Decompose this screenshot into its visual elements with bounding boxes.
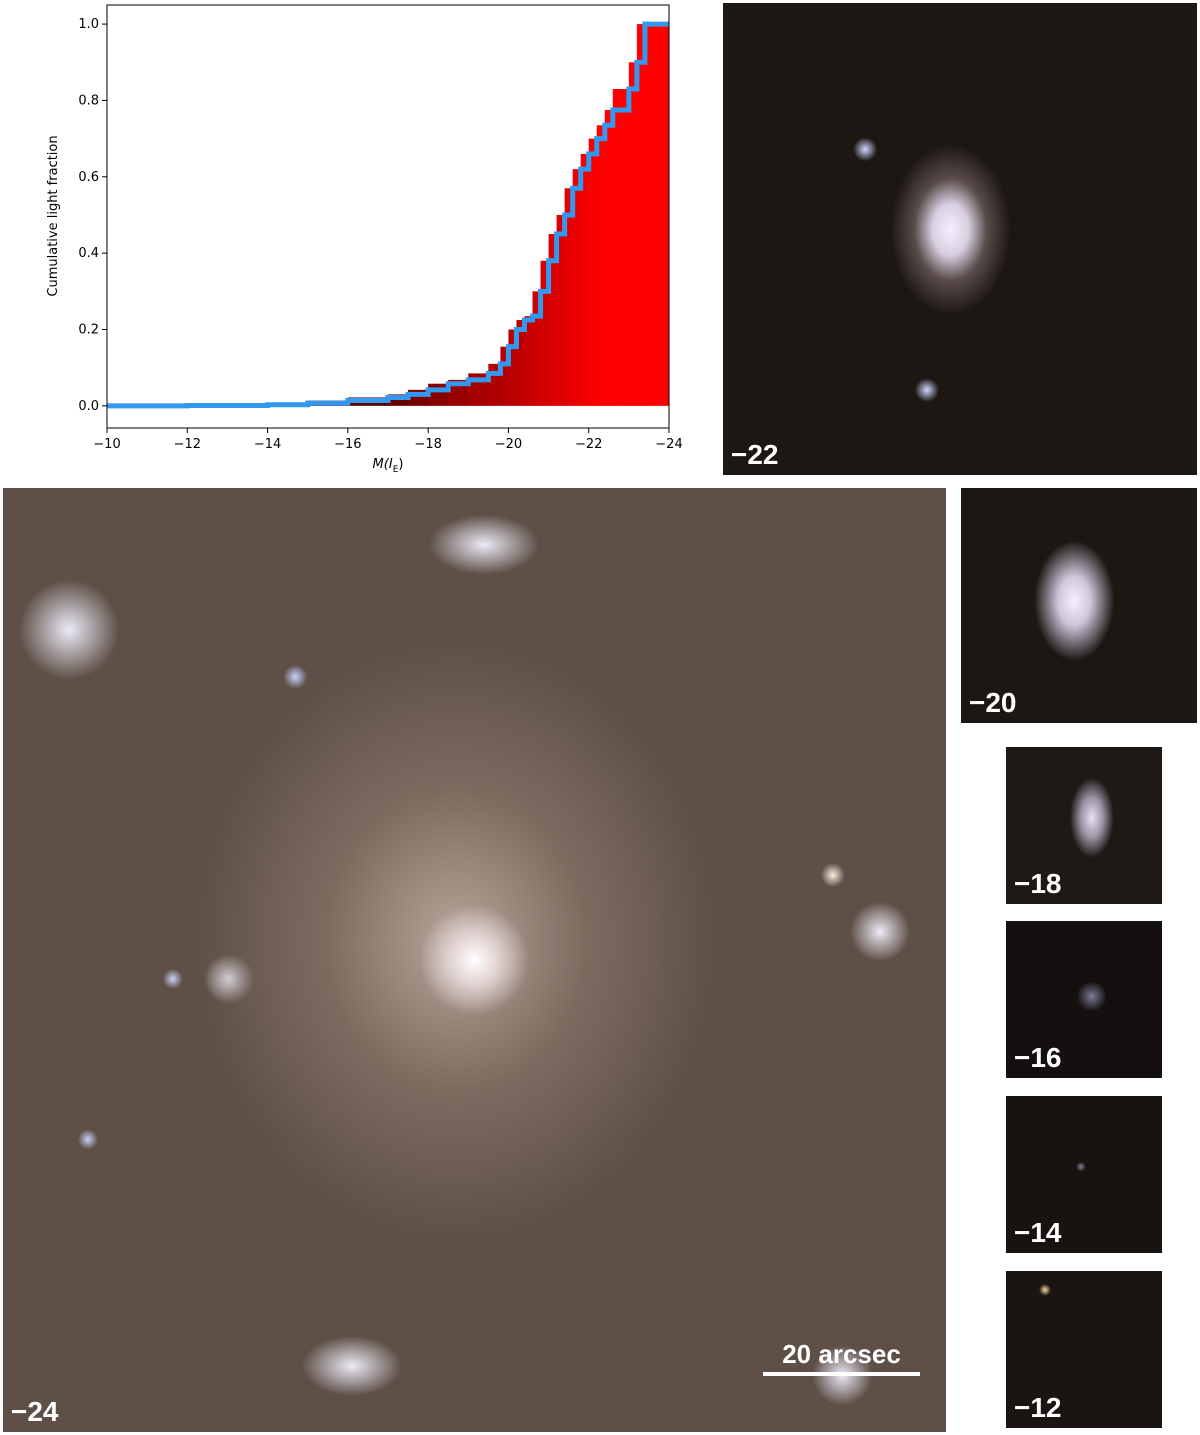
x-label-part: E (393, 465, 399, 475)
x-label-part: ) (398, 457, 403, 472)
fill-step (588, 138, 598, 406)
panel-label: −14 (1014, 1217, 1062, 1248)
x-tick-label: −18 (414, 437, 441, 452)
fill-step (564, 188, 574, 406)
y-tick-label: 0.8 (78, 93, 99, 108)
fill-step (516, 319, 525, 406)
x-label-part: I (389, 457, 393, 472)
fill-step (524, 316, 534, 406)
scale-bar-label: 20 arcsec (782, 1339, 901, 1369)
fill-step (572, 169, 582, 406)
fill-step (540, 260, 550, 406)
image-panel: −24 (3, 488, 946, 1432)
x-tick-label: −20 (495, 437, 522, 452)
fill-step (548, 234, 558, 406)
fill-step (428, 383, 449, 406)
image-panel: −16 (1006, 921, 1162, 1078)
fill-step (532, 291, 542, 406)
fill-step (508, 329, 517, 406)
panel-label: −20 (969, 687, 1017, 718)
x-tick-label: −12 (174, 437, 201, 452)
fill-step (628, 62, 638, 406)
y-tick-label: 0.6 (78, 170, 99, 185)
x-tick-label: −14 (254, 437, 281, 452)
fill-step (500, 346, 509, 406)
step-line (107, 21, 669, 409)
image-panel: −22 (723, 3, 1197, 475)
image-panel: −12 (1006, 1271, 1162, 1428)
panel-label: −12 (1014, 1392, 1062, 1423)
chart: Cumulative light fraction M(IE) 0.0 0.2 0.… (46, 4, 683, 475)
fill-step (556, 214, 566, 406)
y-axis-label: Cumulative light fraction (46, 135, 61, 296)
fill-step (388, 394, 409, 406)
image-panel: −14 (1006, 1096, 1162, 1253)
x-axis-label: M(IE) (373, 457, 404, 475)
fill-step (604, 109, 614, 406)
panel-label: −16 (1014, 1042, 1062, 1073)
y-tick-label: 1.0 (78, 17, 99, 32)
panel-label: −22 (731, 439, 779, 470)
fill-step (612, 88, 630, 406)
plot-frame (106, 4, 670, 429)
y-tick-label: 0.4 (78, 246, 99, 261)
y-tick-label: 0.0 (78, 399, 99, 414)
scale-bar-line (763, 1372, 920, 1376)
y-tick-label: 0.2 (78, 323, 99, 338)
fill-step (636, 24, 646, 406)
fill-step (596, 125, 606, 406)
fill-step (644, 24, 670, 406)
scale-bar: 20 arcsec (763, 1339, 920, 1376)
x-tick-label: −24 (655, 437, 682, 452)
panel-label: −18 (1014, 868, 1062, 899)
x-tick-label: −22 (575, 437, 602, 452)
x-tick-label: −16 (334, 437, 361, 452)
x-tick-label: −10 (93, 437, 120, 452)
fill-step (448, 379, 469, 406)
image-panel: −18 (1006, 747, 1162, 904)
x-label-part: M( (373, 457, 390, 472)
panel-label: −24 (11, 1396, 59, 1427)
fill-step (580, 153, 590, 406)
image-panel: −20 (961, 488, 1197, 723)
